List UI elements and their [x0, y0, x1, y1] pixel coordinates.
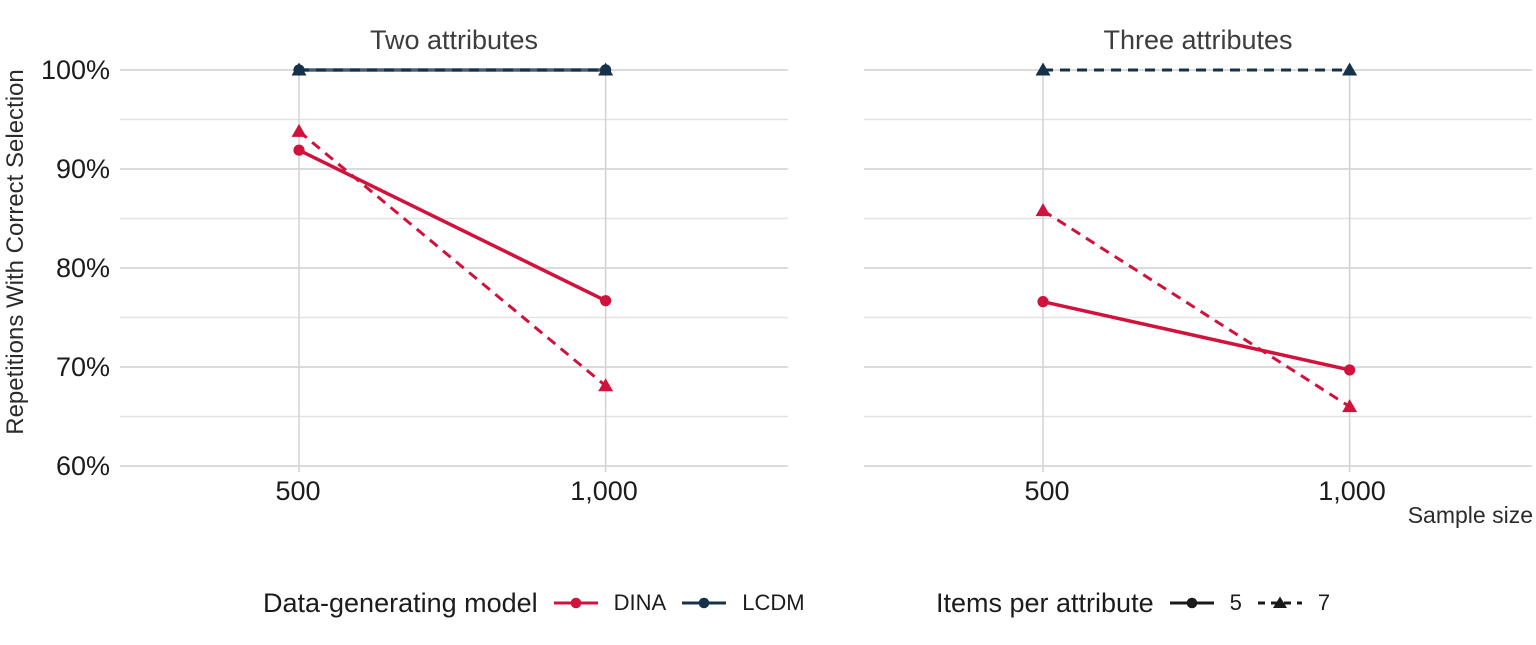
legend-label-dina: DINA — [613, 590, 667, 615]
dina-7-marker — [1342, 399, 1358, 413]
legend-data-generating-model: Data-generating model DINA LCDM — [263, 584, 805, 622]
legend-label-lcdm: LCDM — [742, 590, 805, 615]
legend-key-5-items-icon — [1169, 593, 1215, 613]
panel-title-three-attributes: Three attributes — [1103, 25, 1293, 55]
dina-5-marker — [1037, 296, 1049, 308]
dina-7-marker — [1035, 203, 1051, 217]
x-axis-title: Sample size — [1407, 502, 1533, 528]
y-tick-label: 60% — [55, 451, 110, 481]
x-tick-label: 1,000 — [570, 476, 638, 506]
dina-5-marker — [600, 295, 612, 307]
legend-items-per-attribute: Items per attribute 5 7 — [936, 584, 1330, 622]
y-tick-label: 90% — [55, 154, 110, 184]
lcdm-7-marker — [1342, 62, 1358, 76]
x-tick-label: 500 — [1024, 476, 1070, 506]
legend-label-5: 5 — [1229, 590, 1242, 615]
panel-title-two-attributes: Two attributes — [369, 25, 539, 55]
legend-title: Data-generating model — [263, 587, 538, 618]
legend-key-dina-icon — [553, 593, 599, 613]
panel-0 — [120, 62, 788, 472]
y-tick-label: 70% — [55, 352, 110, 382]
panel-1 — [864, 62, 1532, 472]
legend-key-lcdm-icon — [681, 593, 727, 613]
lcdm-7-marker — [291, 62, 307, 76]
x-tick-label: 1,000 — [1318, 476, 1386, 506]
lcdm-7-marker — [598, 62, 614, 76]
lcdm-7-marker — [1035, 62, 1051, 76]
legend-label-7: 7 — [1317, 590, 1331, 615]
dina-5-line — [1042, 299, 1351, 372]
y-tick-label: 100% — [40, 55, 110, 85]
legend-key-7-items-icon — [1257, 593, 1303, 613]
y-tick-label: 80% — [55, 253, 110, 283]
dina-7-marker — [598, 378, 614, 392]
x-tick-label: 500 — [275, 476, 321, 506]
dina-5-marker — [293, 144, 305, 156]
dina-7-line — [298, 130, 607, 387]
legend-title: Items per attribute — [936, 587, 1154, 618]
dina-7-line — [1042, 209, 1351, 408]
dina-5-line — [298, 148, 607, 303]
dina-7-marker — [291, 123, 307, 137]
dina-5-marker — [1344, 364, 1356, 376]
